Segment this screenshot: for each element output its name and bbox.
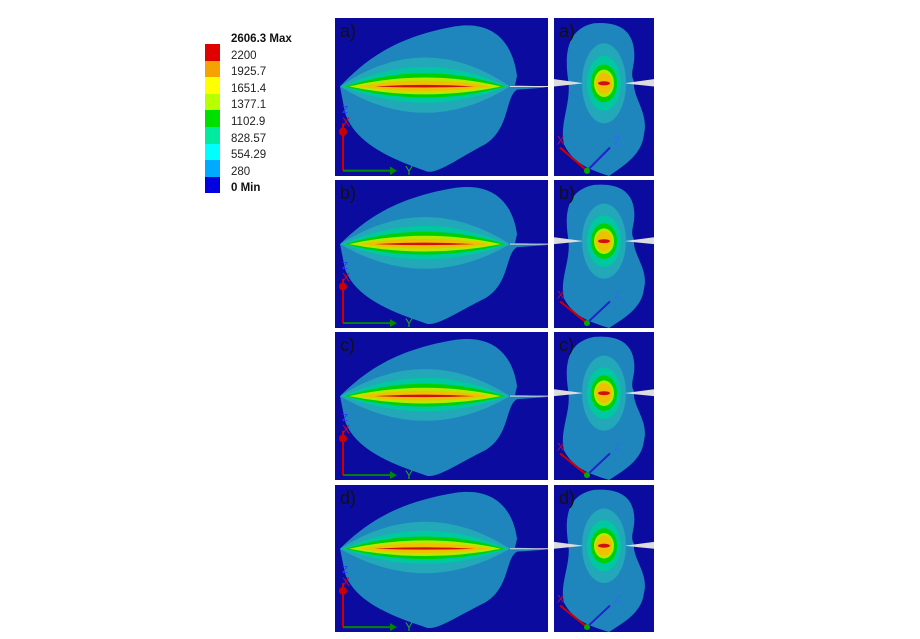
panel-label: b) xyxy=(559,183,576,203)
contour-panel-side-2: Y X Z b) xyxy=(335,180,548,328)
legend-swatch xyxy=(205,176,220,194)
legend-swatch xyxy=(205,160,220,177)
svg-text:Z: Z xyxy=(614,289,621,301)
panel-label: d) xyxy=(559,488,576,508)
core xyxy=(598,543,610,548)
svg-text:Y: Y xyxy=(405,620,413,632)
legend-swatch xyxy=(205,93,220,111)
svg-text:Z: Z xyxy=(342,261,348,272)
core xyxy=(375,547,475,550)
legend-label: 2606.3 Max xyxy=(231,33,292,45)
panel-label: c) xyxy=(340,335,355,355)
panel-label: a) xyxy=(340,21,357,41)
axis-triad: Y X Z xyxy=(339,261,413,328)
axis-triad: X Z xyxy=(557,594,621,631)
core xyxy=(375,84,475,88)
contour-panel-side-1: Y X Z a) xyxy=(335,18,548,176)
core xyxy=(598,81,610,86)
legend-label: 1377.1 xyxy=(231,99,267,112)
svg-text:Z: Z xyxy=(614,594,621,606)
axis-triad: Y X Z xyxy=(339,105,413,176)
core xyxy=(375,394,475,398)
svg-text:Z: Z xyxy=(614,135,621,147)
svg-text:Z: Z xyxy=(342,565,348,576)
svg-text:X: X xyxy=(557,441,565,453)
svg-text:X: X xyxy=(557,289,565,301)
panel-label: c) xyxy=(559,335,574,355)
svg-text:Y: Y xyxy=(405,468,413,480)
axis-triad: Y X Z xyxy=(339,413,413,480)
legend-swatch xyxy=(205,126,220,144)
legend-label: 280 xyxy=(231,165,251,178)
svg-text:X: X xyxy=(342,575,350,589)
svg-text:X: X xyxy=(557,135,565,147)
svg-text:X: X xyxy=(557,594,565,606)
contour-panel-front-4: X Z d) xyxy=(554,485,654,632)
panel-label: d) xyxy=(340,488,357,508)
svg-text:Z: Z xyxy=(614,441,621,453)
contour-panel-front-3: X Z c) xyxy=(554,332,654,480)
legend-swatch xyxy=(205,60,220,78)
legend-swatch xyxy=(205,44,220,61)
svg-text:Y: Y xyxy=(405,316,413,328)
axis-triad: X Z xyxy=(557,135,621,174)
legend-swatch xyxy=(205,77,220,94)
core xyxy=(598,239,610,244)
svg-text:X: X xyxy=(342,423,350,437)
axis-triad: Y X Z xyxy=(339,565,413,632)
axis-triad: X Z xyxy=(557,441,621,479)
legend-label: 1925.7 xyxy=(231,66,267,79)
core xyxy=(375,242,475,246)
contour-panel-front-1: X Z a) xyxy=(554,18,654,176)
contour-panel-front-2: X Z b) xyxy=(554,180,654,328)
legend-label: 1102.9 xyxy=(231,115,266,128)
legend-label: 554.29 xyxy=(231,149,267,162)
contour-panel-side-3: Y X Z c) xyxy=(335,332,548,480)
legend-label: 0 Min xyxy=(231,182,261,195)
legend-label: 2200 xyxy=(231,49,257,62)
core xyxy=(598,391,610,396)
legend-label: 828.57 xyxy=(231,132,267,145)
axis-triad: X Z xyxy=(557,289,621,327)
svg-text:Z: Z xyxy=(342,105,348,116)
svg-text:Y: Y xyxy=(405,164,413,176)
svg-text:Z: Z xyxy=(342,413,348,424)
panel-label: a) xyxy=(559,21,576,41)
legend-label: 1651.4 xyxy=(231,82,267,95)
legend-swatch xyxy=(205,143,220,161)
panel-label: b) xyxy=(340,183,357,203)
svg-text:X: X xyxy=(342,115,350,129)
svg-text:X: X xyxy=(342,271,350,285)
contour-panel-side-4: Y X Z d) xyxy=(335,485,548,632)
legend-swatch xyxy=(205,110,220,127)
